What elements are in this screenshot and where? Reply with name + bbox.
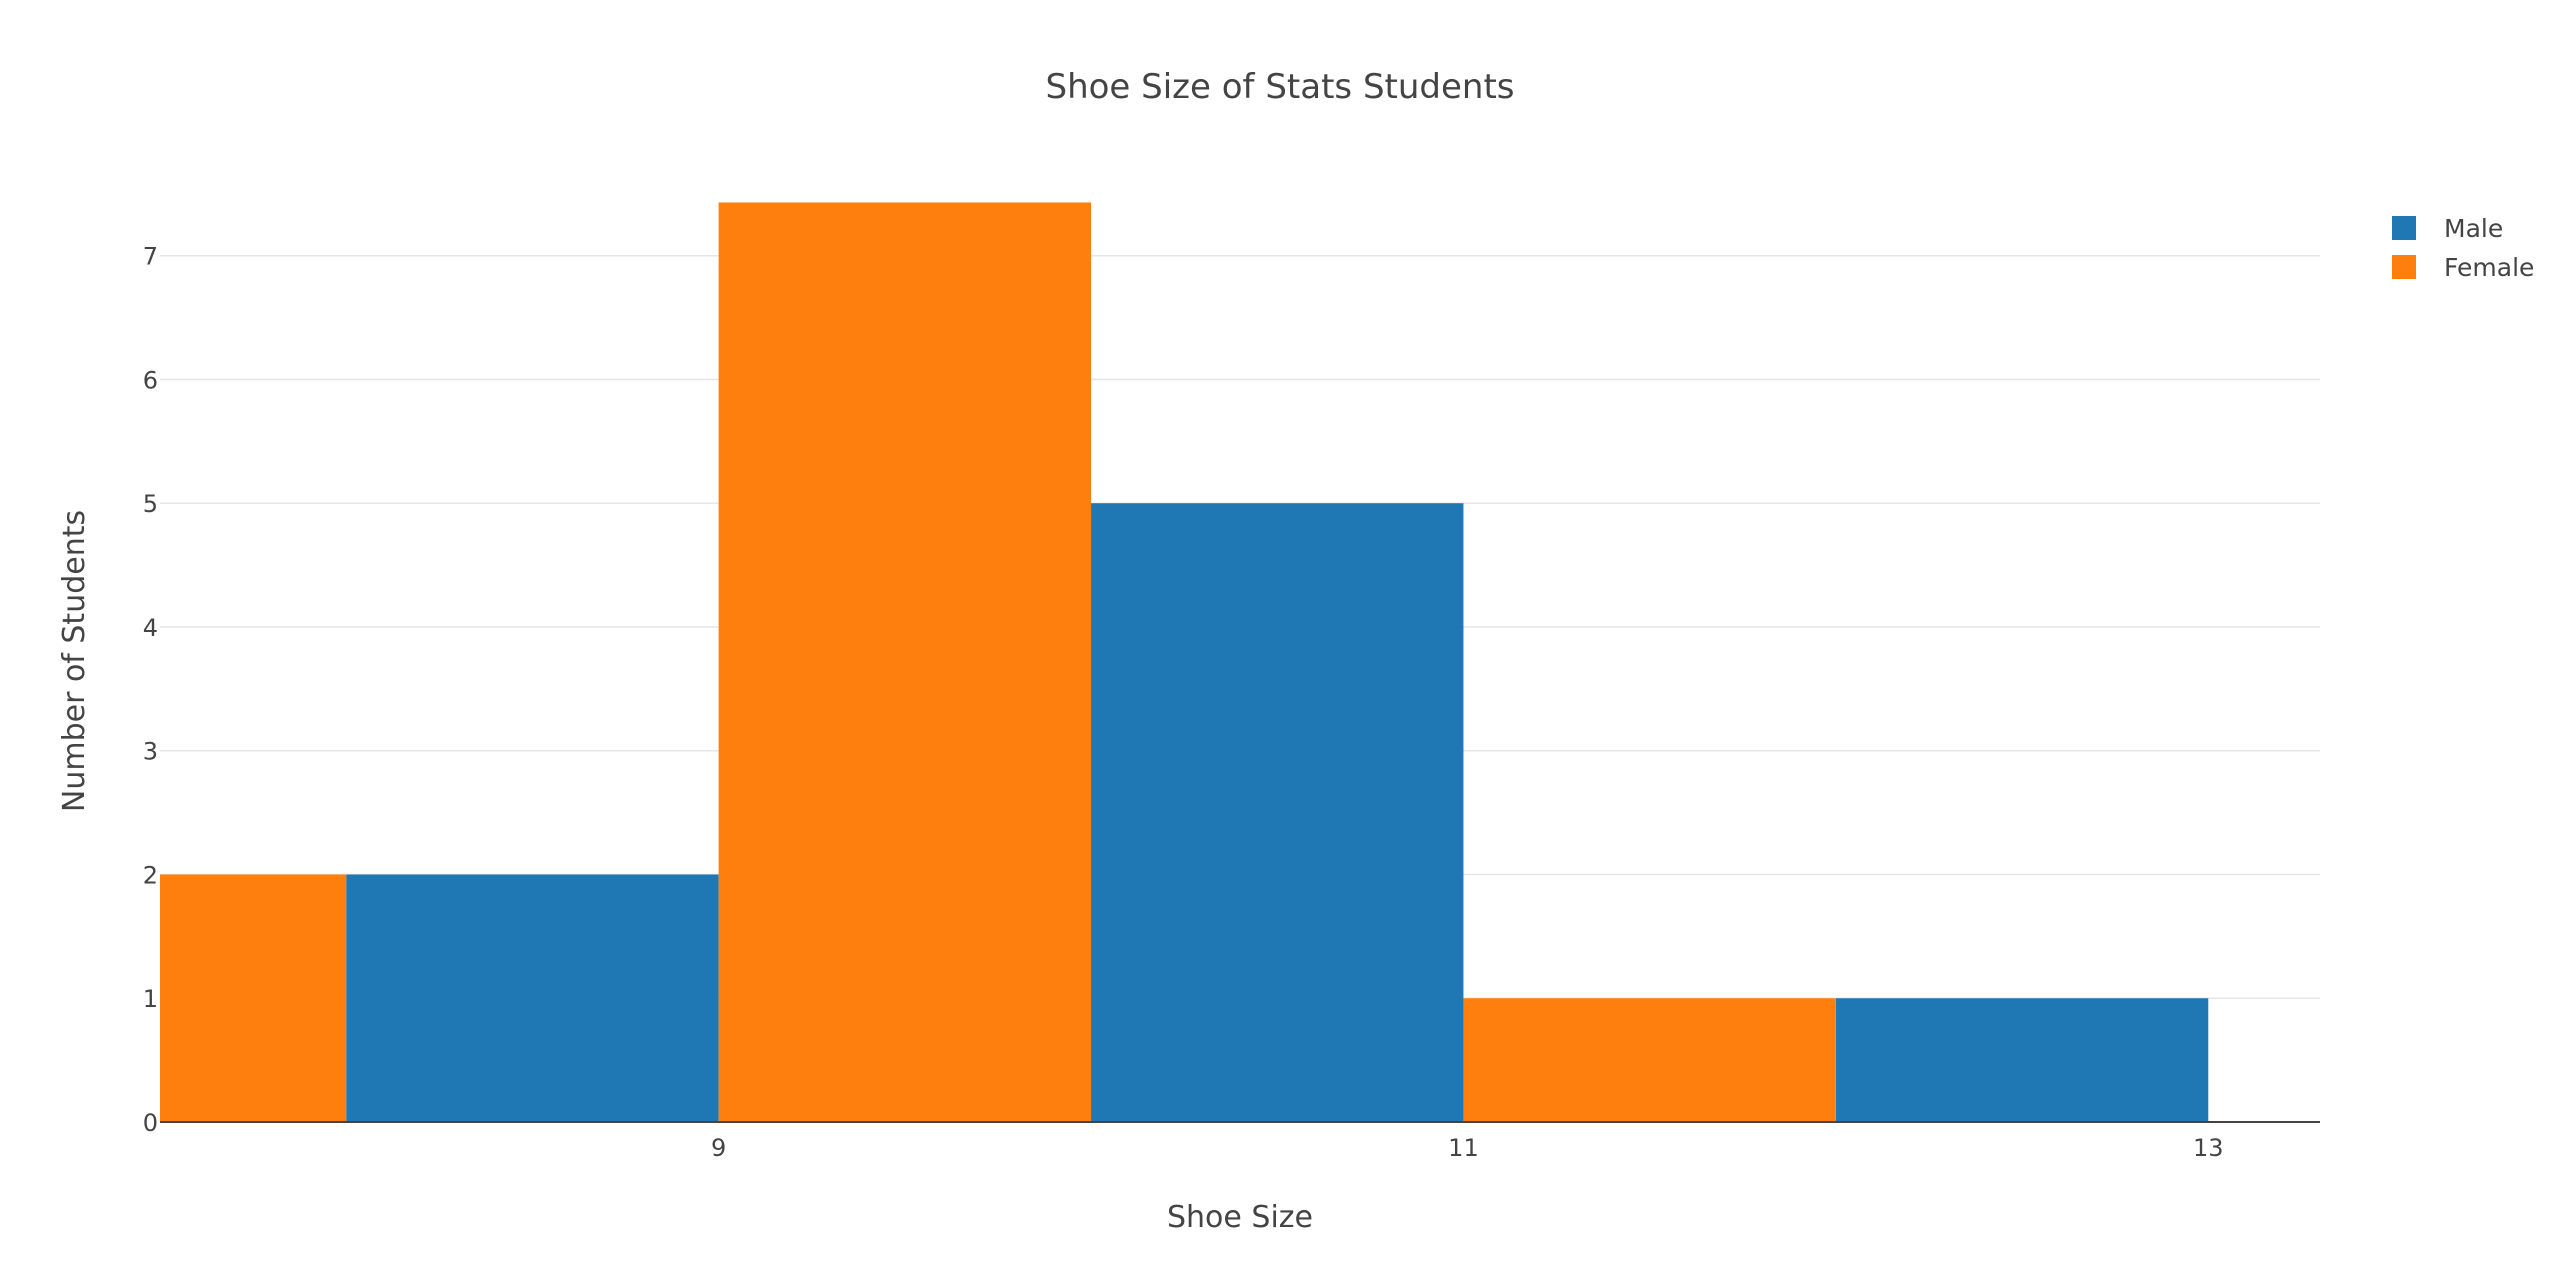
y-tick-label: 2 <box>143 861 158 889</box>
bars <box>160 202 2209 1123</box>
bar-female-7-8 <box>160 874 347 1122</box>
legend-swatch <box>2392 255 2416 279</box>
y-axis-title: Number of Students <box>57 510 92 812</box>
y-tick-label: 7 <box>143 243 158 271</box>
x-tick-label: 13 <box>2193 1134 2224 1162</box>
bar-male-10-11 <box>1091 503 1464 1122</box>
x-axis-title: Shoe Size <box>1167 1200 1313 1235</box>
bar-male-12-13 <box>1835 998 2209 1122</box>
y-tick-label: 6 <box>143 366 158 394</box>
y-tick-label: 5 <box>143 490 158 518</box>
y-tick-label: 0 <box>143 1109 158 1137</box>
legend: Male Female <box>2392 214 2534 282</box>
legend-label: Male <box>2444 214 2503 243</box>
legend-label: Female <box>2444 253 2534 282</box>
x-tick-label: 9 <box>711 1134 726 1162</box>
legend-item-female[interactable]: Female <box>2392 253 2534 282</box>
bar-female-9-10 <box>718 202 1092 1123</box>
legend-item-male[interactable]: Male <box>2392 214 2503 243</box>
bar-female-11-12 <box>1463 998 1836 1122</box>
axes: 0 1 2 3 4 5 6 7 9 11 13 <box>143 243 2320 1162</box>
x-tick-label: 11 <box>1448 1134 1479 1162</box>
chart-title: Shoe Size of Stats Students <box>1046 67 1515 107</box>
legend-swatch <box>2392 216 2416 240</box>
bar-male-8-9 <box>346 874 719 1122</box>
y-tick-label: 4 <box>143 614 158 642</box>
y-tick-label: 3 <box>143 738 158 766</box>
y-tick-label: 1 <box>143 985 158 1013</box>
